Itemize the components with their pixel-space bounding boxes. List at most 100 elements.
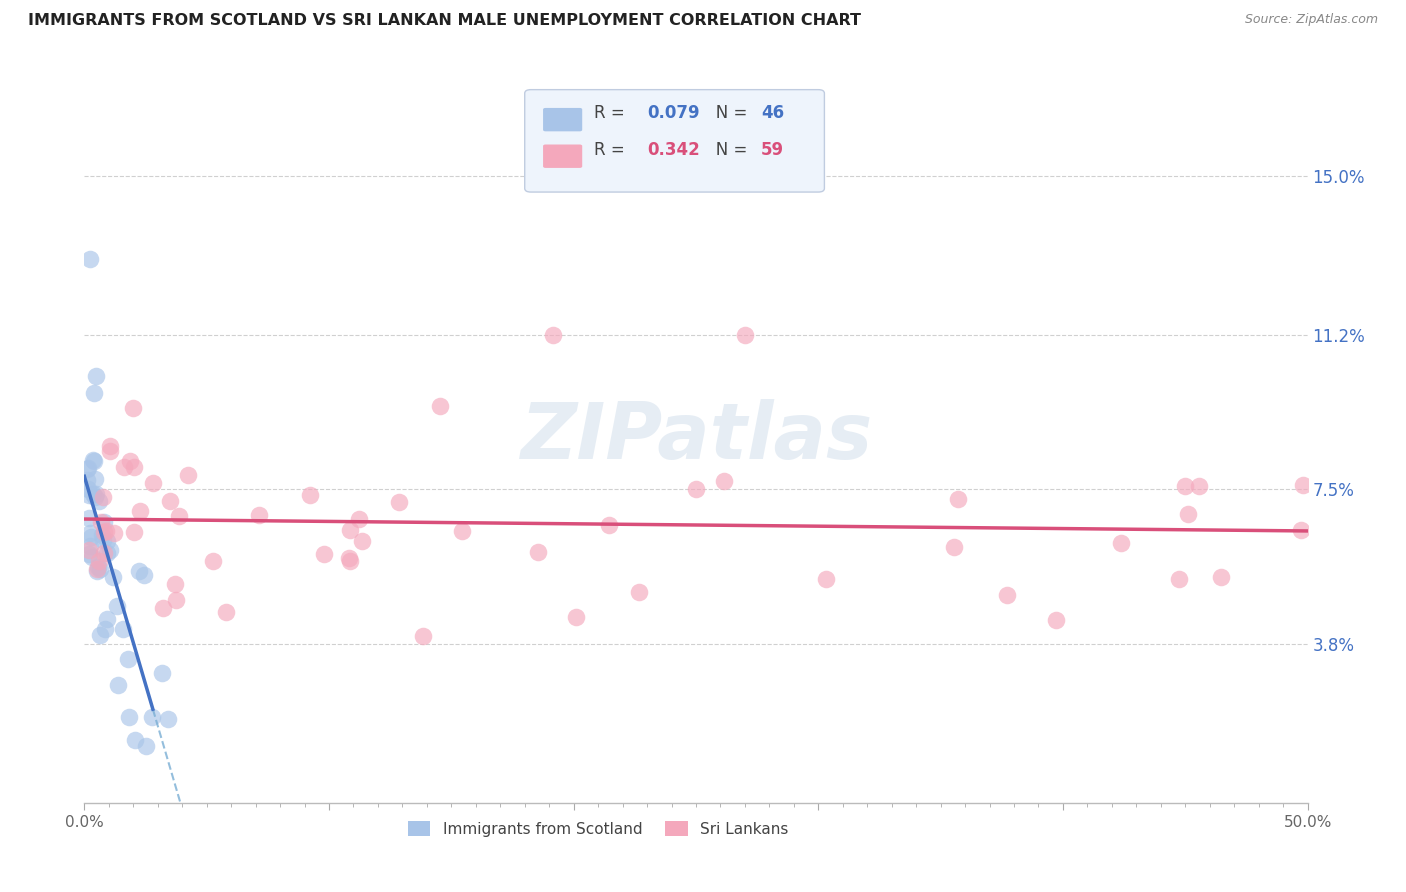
Point	[96, 534, 118, 549]
Point	[128, 564, 150, 578]
Point	[815, 572, 838, 586]
Point	[352, 533, 374, 548]
Text: R =: R =	[595, 141, 630, 159]
Point	[86, 564, 108, 578]
Point	[122, 401, 145, 416]
Point	[337, 551, 360, 566]
Point	[122, 460, 145, 475]
Point	[82, 453, 104, 467]
Point	[96, 546, 118, 560]
Point	[527, 545, 550, 559]
Point	[450, 524, 472, 538]
Point	[79, 540, 101, 554]
Point	[98, 543, 121, 558]
Point	[89, 554, 111, 568]
Point	[299, 488, 322, 502]
Point	[543, 327, 565, 342]
Point	[101, 569, 124, 583]
Point	[141, 710, 163, 724]
Point	[90, 528, 112, 542]
Point	[177, 468, 200, 483]
Point	[77, 461, 100, 475]
Point	[117, 652, 139, 666]
Point	[429, 399, 451, 413]
Point	[134, 567, 156, 582]
Point	[412, 629, 434, 643]
Point	[135, 739, 157, 753]
Text: N =: N =	[700, 141, 752, 159]
Point	[86, 561, 108, 575]
Point	[1168, 572, 1191, 586]
Point	[96, 524, 118, 538]
FancyBboxPatch shape	[543, 108, 582, 131]
Point	[84, 369, 107, 384]
Point	[118, 709, 141, 723]
Point	[314, 547, 336, 561]
Point	[103, 526, 125, 541]
Point	[77, 511, 100, 525]
Point	[94, 623, 117, 637]
Point	[84, 490, 107, 504]
Point	[1109, 536, 1132, 550]
Text: IMMIGRANTS FROM SCOTLAND VS SRI LANKAN MALE UNEMPLOYMENT CORRELATION CHART: IMMIGRANTS FROM SCOTLAND VS SRI LANKAN M…	[28, 13, 860, 29]
Point	[82, 487, 104, 501]
Point	[1289, 523, 1312, 537]
Text: 0.342: 0.342	[647, 141, 700, 159]
Point	[98, 439, 121, 453]
Point	[80, 530, 103, 544]
Point	[118, 453, 141, 467]
Point	[163, 576, 186, 591]
Point	[734, 327, 756, 342]
Point	[339, 554, 361, 568]
Point	[80, 550, 103, 565]
Point	[79, 542, 101, 557]
Point	[202, 554, 225, 568]
Point	[89, 628, 111, 642]
Point	[713, 474, 735, 488]
Point	[1292, 478, 1315, 492]
Point	[564, 609, 586, 624]
Legend: Immigrants from Scotland, Sri Lankans: Immigrants from Scotland, Sri Lankans	[401, 814, 794, 843]
Point	[98, 444, 121, 458]
Text: R =: R =	[595, 104, 630, 122]
Point	[77, 547, 100, 561]
Point	[83, 386, 105, 401]
Point	[112, 460, 135, 475]
Point	[1187, 478, 1209, 492]
Point	[339, 523, 361, 537]
Point	[77, 482, 100, 496]
FancyBboxPatch shape	[524, 90, 824, 192]
Point	[89, 561, 111, 575]
Point	[96, 612, 118, 626]
Text: 59: 59	[761, 141, 785, 159]
Point	[247, 508, 270, 523]
Point	[167, 508, 190, 523]
Point	[76, 473, 98, 487]
Point	[87, 494, 110, 508]
Point	[84, 486, 107, 500]
Point	[105, 599, 128, 613]
Point	[86, 560, 108, 574]
Point	[79, 252, 101, 267]
Point	[79, 525, 101, 540]
Point	[77, 488, 100, 502]
Text: N =: N =	[700, 104, 752, 122]
Point	[215, 605, 238, 619]
Point	[124, 525, 146, 540]
Point	[388, 495, 411, 509]
Point	[90, 515, 112, 529]
Point	[93, 546, 115, 560]
Point	[1211, 570, 1233, 584]
Point	[112, 623, 135, 637]
Point	[150, 666, 173, 681]
Text: ZIPatlas: ZIPatlas	[520, 399, 872, 475]
Point	[598, 518, 620, 533]
Point	[76, 462, 98, 476]
Point	[93, 524, 115, 539]
Point	[152, 601, 174, 615]
Point	[83, 454, 105, 468]
Point	[91, 533, 114, 548]
Point	[627, 585, 650, 599]
Point	[91, 490, 114, 504]
Point	[84, 472, 107, 486]
